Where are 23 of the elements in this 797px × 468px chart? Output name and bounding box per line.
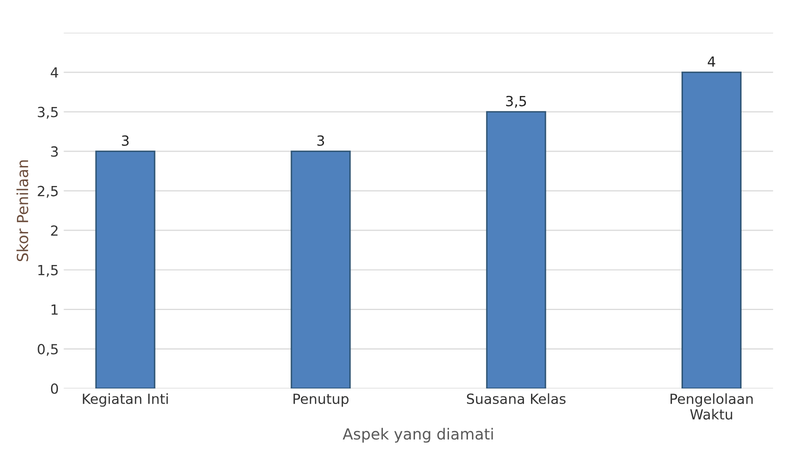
- data-label: 3: [122, 135, 129, 146]
- x-tick-label: Suasana Kelas: [466, 393, 566, 404]
- bar: [290, 150, 351, 388]
- y-tick-label: 2: [51, 225, 58, 236]
- y-tick-label: 3: [51, 146, 58, 157]
- y-axis-title: Skor Penilaan: [16, 160, 28, 262]
- y-tick-label: 3,5: [38, 106, 58, 119]
- data-label: 4: [708, 56, 716, 67]
- y-tick-label: 2,5: [38, 186, 58, 198]
- y-tick-label: 1,5: [38, 265, 58, 277]
- bar: [486, 111, 546, 388]
- x-tick-label: Kegiatan Inti: [82, 393, 168, 407]
- x-tick-label: Penutup: [294, 394, 349, 407]
- bar: [682, 72, 742, 388]
- data-label: 3: [317, 135, 324, 146]
- bar: [95, 150, 156, 388]
- y-tick-label: 0,5: [38, 344, 58, 356]
- y-tick-label: 4: [50, 67, 58, 78]
- x-tick-label: Pengelolaan Waktu: [670, 393, 753, 420]
- y-tick-label: 1: [52, 304, 58, 315]
- x-axis-title: Aspek yang diamati: [342, 428, 493, 443]
- data-label: 3,5: [506, 96, 526, 108]
- y-tick-label: 0: [50, 383, 58, 394]
